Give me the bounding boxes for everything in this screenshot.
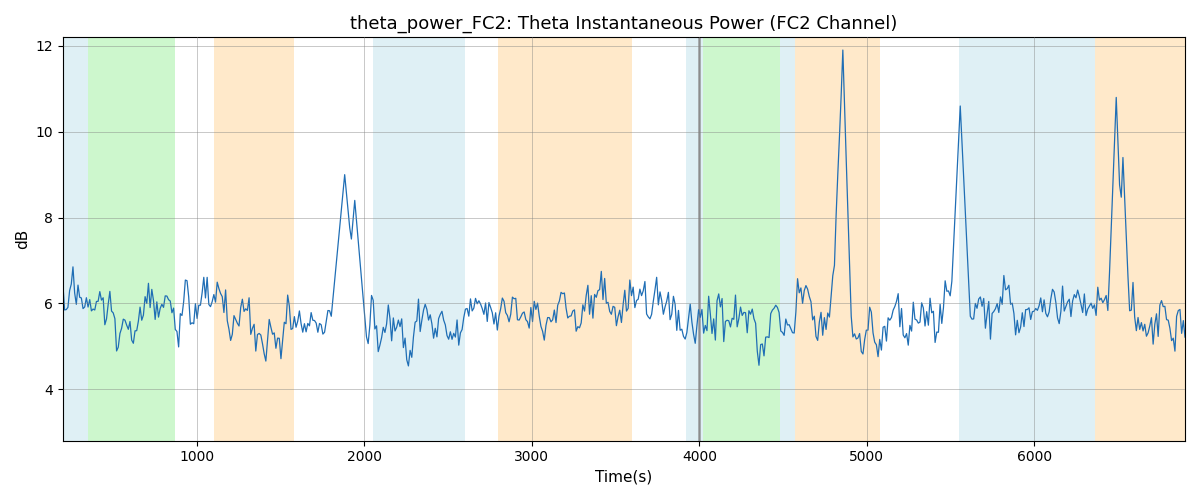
Bar	[686, 38, 703, 440]
Bar	[498, 38, 632, 440]
Bar	[959, 38, 1094, 440]
X-axis label: Time(s): Time(s)	[595, 470, 653, 485]
Bar	[794, 38, 880, 440]
Title: theta_power_FC2: Theta Instantaneous Power (FC2 Channel): theta_power_FC2: Theta Instantaneous Pow…	[350, 15, 898, 34]
Y-axis label: dB: dB	[16, 229, 30, 249]
Bar	[703, 38, 780, 440]
Bar	[780, 38, 794, 440]
Bar	[62, 38, 88, 440]
Bar	[1094, 38, 1186, 440]
Bar	[373, 38, 464, 440]
Bar	[88, 38, 175, 440]
Bar	[214, 38, 294, 440]
